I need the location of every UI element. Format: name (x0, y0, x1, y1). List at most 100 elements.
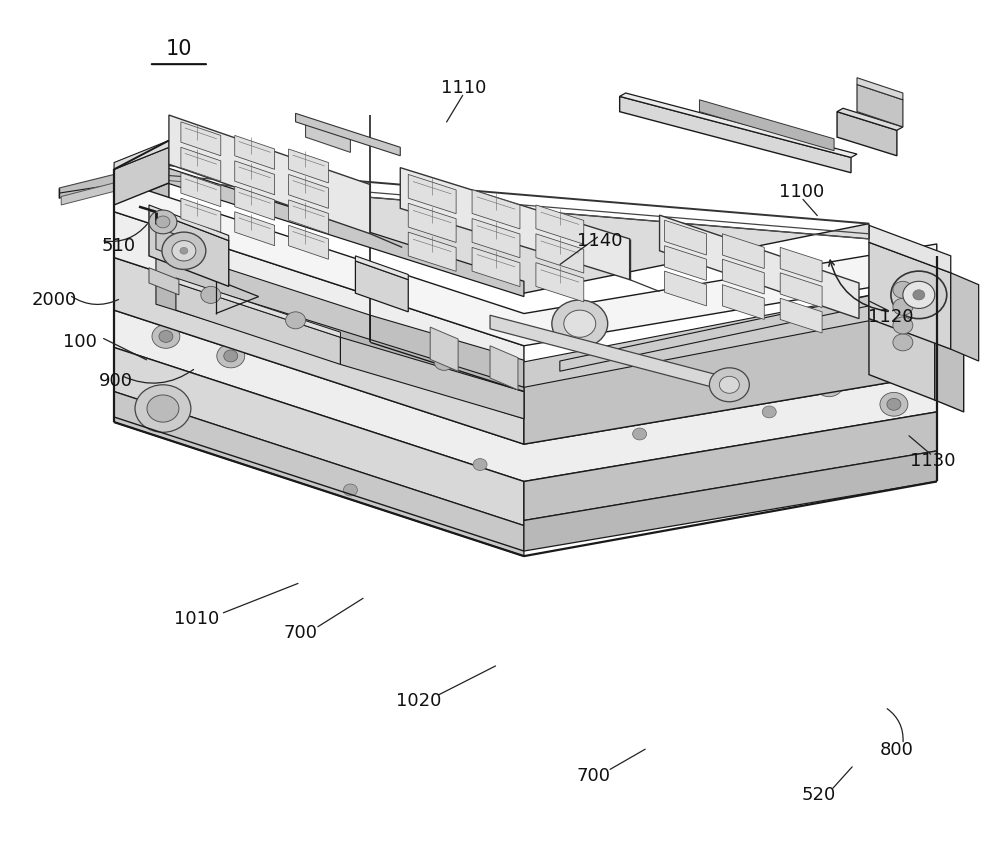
Circle shape (880, 392, 908, 416)
Polygon shape (296, 113, 400, 156)
Polygon shape (61, 183, 114, 205)
Circle shape (709, 368, 749, 402)
Polygon shape (114, 258, 524, 444)
Circle shape (762, 406, 776, 418)
Polygon shape (560, 292, 889, 371)
Circle shape (159, 330, 173, 342)
Polygon shape (665, 246, 706, 281)
Polygon shape (780, 248, 822, 283)
Circle shape (224, 350, 238, 362)
Text: 1120: 1120 (868, 308, 914, 326)
Polygon shape (355, 261, 408, 311)
Polygon shape (176, 278, 340, 337)
Text: 1020: 1020 (396, 692, 441, 711)
Circle shape (201, 287, 221, 303)
Polygon shape (181, 147, 221, 181)
Circle shape (564, 310, 596, 337)
Circle shape (149, 210, 177, 234)
Text: 1130: 1130 (910, 452, 956, 470)
Polygon shape (289, 149, 328, 183)
Polygon shape (665, 220, 706, 255)
Polygon shape (430, 327, 458, 371)
Polygon shape (289, 226, 328, 260)
Polygon shape (408, 174, 456, 214)
Polygon shape (181, 198, 221, 232)
Circle shape (891, 271, 947, 318)
Polygon shape (149, 268, 179, 295)
Polygon shape (536, 263, 584, 302)
Circle shape (913, 290, 925, 300)
Polygon shape (869, 294, 935, 400)
Polygon shape (306, 120, 352, 137)
Polygon shape (837, 111, 897, 156)
Polygon shape (722, 260, 764, 294)
Circle shape (180, 248, 188, 254)
Polygon shape (660, 215, 859, 318)
Polygon shape (181, 173, 221, 207)
Circle shape (890, 351, 908, 367)
Polygon shape (857, 77, 903, 100)
Circle shape (903, 282, 935, 308)
Polygon shape (869, 226, 951, 273)
Polygon shape (114, 147, 169, 205)
Text: 10: 10 (166, 39, 192, 59)
Polygon shape (935, 318, 964, 412)
Polygon shape (951, 273, 979, 361)
Polygon shape (181, 122, 221, 156)
Polygon shape (169, 115, 370, 234)
Polygon shape (289, 200, 328, 234)
Polygon shape (524, 412, 937, 521)
Circle shape (633, 428, 647, 440)
Polygon shape (149, 205, 229, 241)
Polygon shape (59, 174, 114, 198)
Circle shape (893, 298, 913, 315)
Polygon shape (408, 232, 456, 271)
Polygon shape (235, 212, 275, 246)
Circle shape (890, 314, 908, 329)
Polygon shape (408, 203, 456, 243)
Circle shape (286, 311, 306, 328)
Polygon shape (780, 298, 822, 333)
Polygon shape (306, 122, 350, 152)
Polygon shape (490, 346, 518, 390)
Polygon shape (114, 391, 524, 556)
Polygon shape (114, 180, 937, 346)
Polygon shape (472, 248, 520, 287)
Polygon shape (472, 190, 520, 229)
Circle shape (172, 241, 196, 261)
Polygon shape (869, 287, 935, 318)
Polygon shape (524, 451, 937, 551)
Polygon shape (536, 205, 584, 244)
Polygon shape (869, 243, 951, 349)
Polygon shape (857, 84, 903, 127)
Text: 520: 520 (802, 786, 836, 804)
Polygon shape (699, 100, 834, 151)
Text: 1100: 1100 (779, 183, 824, 201)
Circle shape (152, 324, 180, 348)
Circle shape (893, 334, 913, 351)
Circle shape (822, 379, 836, 391)
Text: 2000: 2000 (31, 291, 77, 309)
Circle shape (434, 353, 454, 370)
Polygon shape (620, 96, 851, 173)
Circle shape (473, 459, 487, 471)
Polygon shape (156, 227, 196, 265)
Polygon shape (114, 183, 169, 310)
Polygon shape (355, 256, 408, 280)
Polygon shape (490, 315, 729, 391)
Polygon shape (289, 174, 328, 208)
Polygon shape (472, 219, 520, 258)
Polygon shape (176, 283, 340, 364)
Polygon shape (400, 168, 630, 280)
Polygon shape (780, 273, 822, 307)
Text: 510: 510 (101, 237, 135, 254)
Circle shape (893, 282, 913, 298)
Polygon shape (156, 164, 524, 296)
Polygon shape (235, 186, 275, 220)
Circle shape (815, 373, 843, 397)
Text: 900: 900 (99, 372, 133, 390)
Polygon shape (114, 347, 524, 526)
Polygon shape (837, 108, 903, 130)
Circle shape (156, 216, 170, 228)
Polygon shape (620, 93, 857, 157)
